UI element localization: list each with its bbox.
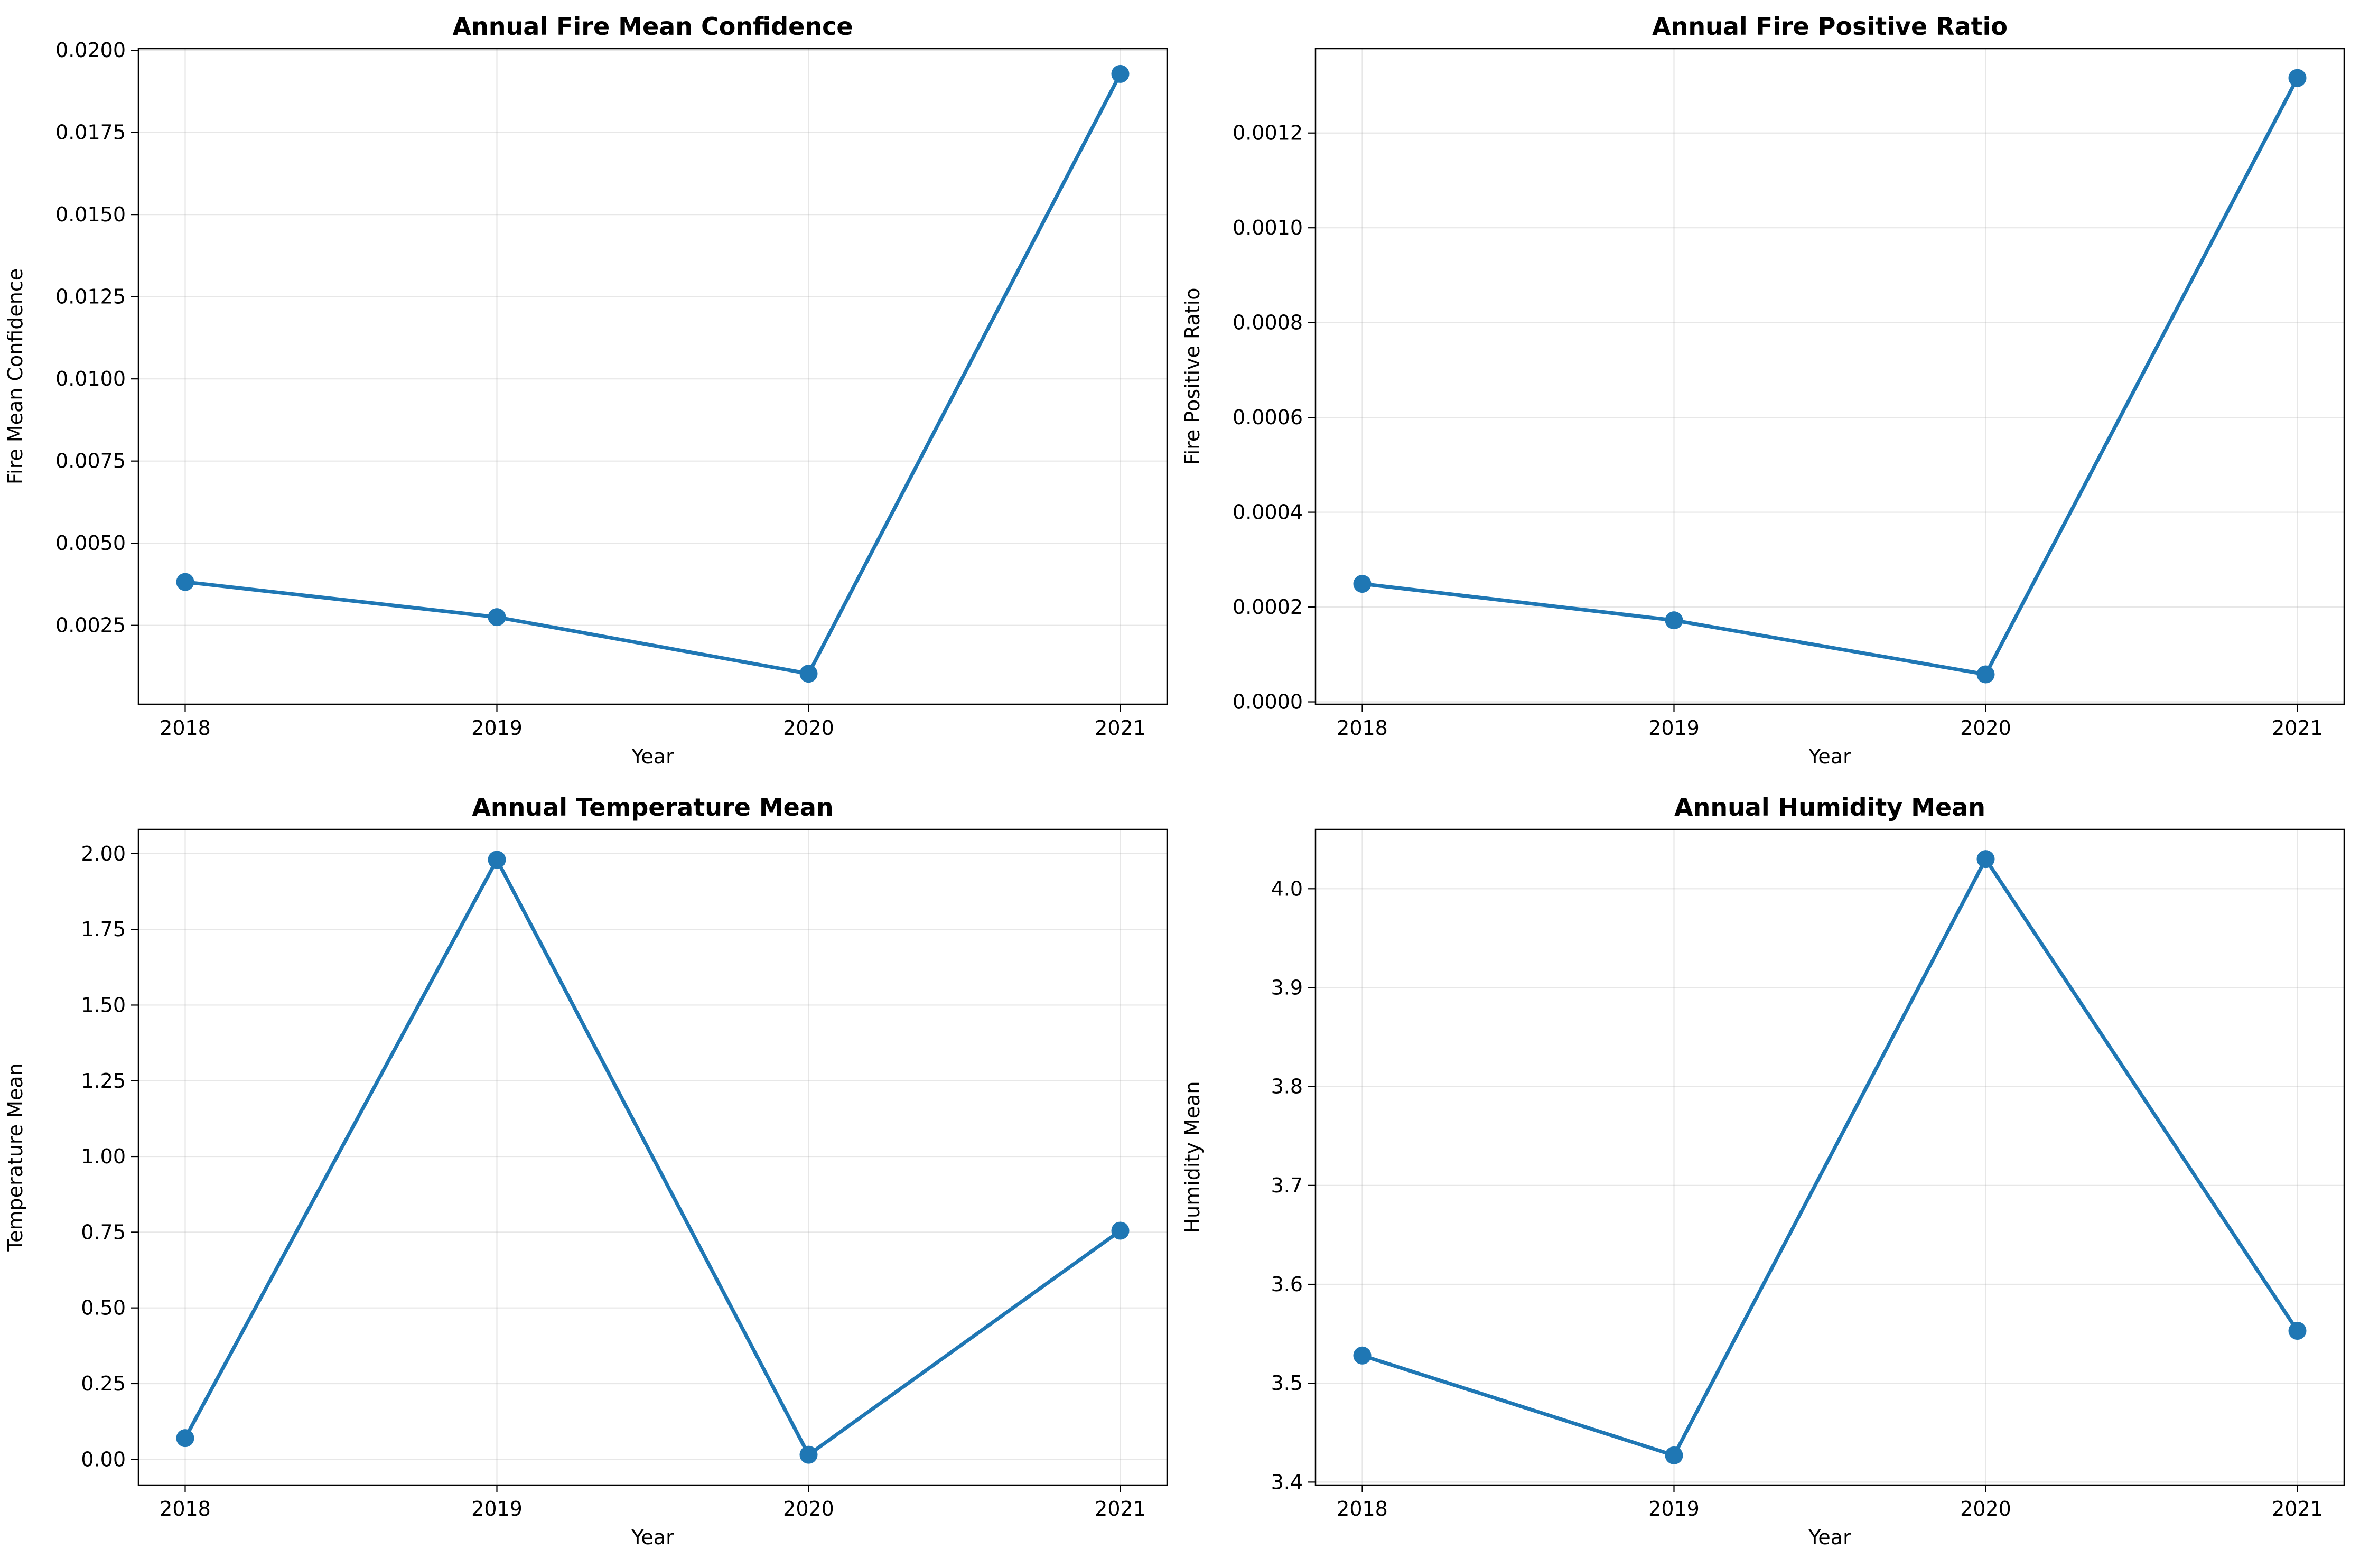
y-axis-label: Humidity Mean [1181,1081,1204,1234]
grid [1316,49,2344,704]
data-point [799,665,818,683]
y-tick-label: 1.50 [81,993,126,1016]
y-tick-label: 0.0000 [1233,690,1303,714]
x-tick-label: 2020 [783,716,834,740]
data-point [176,1429,194,1448]
grid [138,49,1167,704]
series-line [183,857,1122,1457]
y-tick-label: 0.0004 [1233,501,1303,524]
y-tick-label: 2.00 [81,842,126,865]
data-point [1665,1446,1683,1464]
y-tick-label: 0.0150 [55,203,126,226]
y-axis-label: Fire Mean Confidence [4,268,27,484]
y-tick-label: 3.7 [1271,1174,1303,1197]
x-tick-label: 2019 [1648,1497,1700,1520]
y-tick-label: 0.0050 [55,531,126,555]
x-tick-label: 2020 [1960,716,2011,740]
x-axis-label: Year [1808,1526,1851,1549]
data-point [176,573,194,591]
data-point [2288,69,2307,87]
x-tick-label: 2021 [2272,716,2323,740]
y-tick-label: 0.0175 [55,121,126,144]
axes-frame [1314,48,2345,705]
series-line [1360,76,2299,676]
y-tick-label: 0.0025 [55,614,126,637]
data-point [1976,850,1995,869]
series-line [1360,857,2299,1458]
axes-frame [137,48,1168,705]
y-tick-label: 3.6 [1271,1273,1303,1296]
grid [1316,829,2344,1485]
data-point [1353,575,1372,593]
x-tick-label: 2021 [2272,1497,2323,1520]
x-tick-label: 2019 [471,1497,523,1520]
x-tick-label: 2020 [783,1497,834,1520]
y-tick-label: 0.0075 [55,450,126,473]
x-tick-label: 2020 [1960,1497,2011,1520]
x-tick-label: 2018 [160,716,211,740]
x-axis-label: Year [631,745,674,768]
y-tick-label: 0.0008 [1233,311,1303,334]
y-tick-label: 4.0 [1271,877,1303,900]
series-line [183,72,1122,676]
y-tick-label: 1.25 [81,1069,126,1093]
chart-title: Annual Temperature Mean [472,793,833,822]
axes-frame [1314,828,2345,1486]
y-axis-label: Temperature Mean [4,1063,27,1252]
data-point [799,1445,818,1464]
x-tick-label: 2019 [471,716,523,740]
y-tick-label: 1.75 [81,918,126,941]
y-tick-label: 3.9 [1271,976,1303,999]
x-tick-label: 2019 [1648,716,1700,740]
y-tick-label: 0.0006 [1233,406,1303,429]
x-tick-label: 2021 [1095,716,1146,740]
axes-frame [137,828,1168,1486]
y-tick-label: 0.50 [81,1296,126,1320]
x-axis-label: Year [1808,745,1851,768]
data-point [2288,1322,2307,1340]
y-tick-label: 0.0200 [55,39,126,62]
y-tick-label: 1.00 [81,1145,126,1168]
y-tick-label: 0.0002 [1233,595,1303,619]
data-point [1665,611,1683,630]
grid [138,829,1167,1485]
x-tick-label: 2018 [160,1497,211,1520]
data-point [1111,64,1130,83]
chart-title: Annual Humidity Mean [1674,793,1985,822]
y-tick-label: 0.25 [81,1372,126,1395]
y-axis-label: Fire Positive Ratio [1181,287,1204,465]
x-axis-label: Year [631,1526,674,1549]
y-tick-label: 0.75 [81,1220,126,1244]
chart-title: Annual Fire Positive Ratio [1652,12,2008,41]
data-point [488,851,506,869]
y-tick-label: 0.0010 [1233,216,1303,239]
y-tick-label: 3.8 [1271,1075,1303,1098]
data-point [1111,1221,1130,1240]
y-tick-label: 3.4 [1271,1470,1303,1494]
y-tick-label: 3.5 [1271,1371,1303,1395]
x-tick-label: 2018 [1337,716,1388,740]
y-tick-label: 0.0100 [55,367,126,390]
data-point [1976,665,1995,684]
chart-title: Annual Fire Mean Confidence [452,12,853,41]
data-point [488,608,506,627]
y-tick-label: 0.0012 [1233,122,1303,145]
y-tick-label: 0.0125 [55,285,126,309]
x-tick-label: 2018 [1337,1497,1388,1520]
y-tick-label: 0.00 [81,1448,126,1471]
x-tick-label: 2021 [1095,1497,1146,1520]
data-point [1353,1346,1372,1365]
